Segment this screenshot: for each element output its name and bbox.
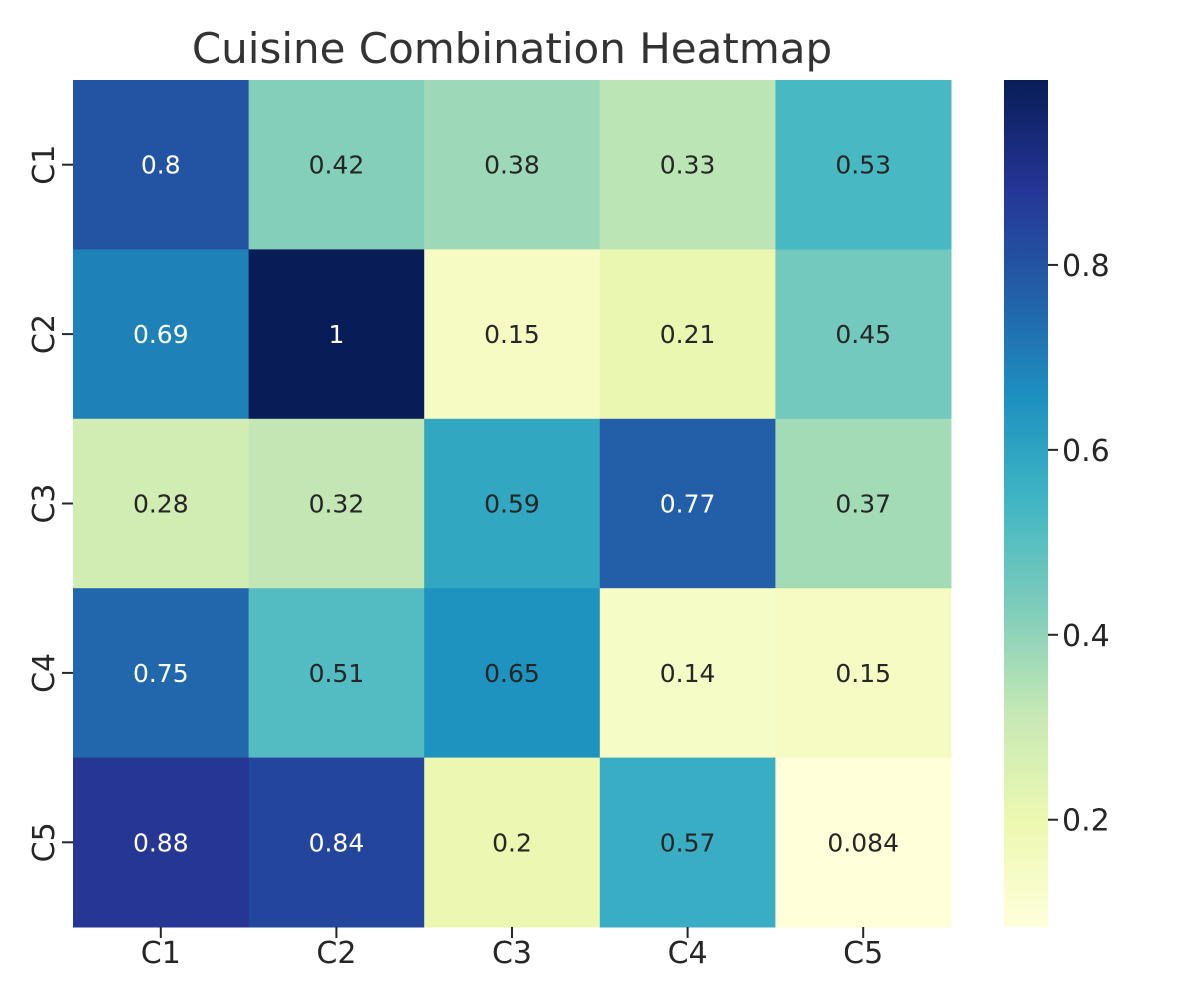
heatmap-cell-r5-c2	[248, 757, 425, 928]
colorbar-tick-label-1: 0.2	[1062, 804, 1110, 839]
x-tick-label-1: C1	[141, 936, 181, 971]
cell-label-r3-c4: 0.77	[660, 490, 716, 519]
heatmap-cell-r4-c2	[248, 588, 425, 759]
cell-label-r3-c3: 0.59	[484, 490, 540, 519]
heatmap-cell-r3-c4	[599, 418, 776, 589]
cell-label-r3-c1: 0.28	[133, 490, 189, 519]
heatmap-cell-r3-c1	[73, 418, 250, 589]
heatmap-cell-r1-c1	[73, 80, 250, 250]
cell-label-r1-c4: 0.33	[660, 151, 716, 180]
cell-label-r2-c3: 0.15	[484, 320, 540, 349]
cell-label-r5-c4: 0.57	[660, 828, 716, 857]
cell-label-r2-c2: 1	[328, 320, 344, 349]
heatmap-cell-r1-c2	[248, 80, 425, 250]
cell-label-r4-c5: 0.15	[835, 659, 891, 688]
cell-label-r5-c1: 0.88	[133, 828, 189, 857]
cell-label-r1-c1: 0.8	[141, 151, 181, 180]
cell-label-r1-c3: 0.38	[484, 151, 540, 180]
cell-label-r4-c4: 0.14	[660, 659, 716, 688]
colorbar-tick-label-4: 0.8	[1062, 249, 1110, 284]
x-tick-label-2: C2	[316, 936, 356, 971]
heatmap-cell-r3-c5	[775, 418, 952, 589]
x-tick-label-3: C3	[492, 936, 532, 971]
heatmap-cell-r3-c2	[248, 418, 425, 589]
y-tick-label-4: C4	[27, 653, 62, 693]
x-tick-label-4: C4	[668, 936, 708, 971]
cell-label-r2-c5: 0.45	[835, 320, 891, 349]
cell-label-r2-c1: 0.69	[133, 320, 189, 349]
heatmap-cell-r4-c5	[775, 588, 952, 759]
colorbar-gradient	[1004, 80, 1048, 927]
heatmap-cell-r5-c3	[424, 757, 601, 928]
heatmap-cell-r2-c1	[73, 249, 250, 420]
colorbar: 0.2 0.4 0.6 0.8	[1004, 80, 1110, 927]
heatmap-cell-r5-c1	[73, 757, 250, 928]
cell-label-r5-c3: 0.2	[492, 828, 532, 857]
heatmap-cell-r4-c1	[73, 588, 250, 759]
heatmap-cells	[73, 80, 952, 928]
heatmap-cell-r2-c5	[775, 249, 952, 420]
heatmap-cell-r3-c3	[424, 418, 601, 589]
cell-label-r1-c2: 0.42	[309, 151, 365, 180]
cell-label-r3-c5: 0.37	[835, 490, 891, 519]
heatmap-cell-r1-c5	[775, 80, 952, 250]
heatmap-cell-r1-c3	[424, 80, 601, 250]
chart-title: Cuisine Combination Heatmap	[192, 24, 832, 73]
cell-label-r3-c2: 0.32	[309, 490, 365, 519]
heatmap-cell-r5-c4	[599, 757, 776, 928]
x-tick-label-5: C5	[843, 936, 883, 971]
heatmap-cell-r2-c2	[248, 249, 425, 420]
cell-annotations: 0.8 0.42 0.38 0.33 0.53 0.69 1 0.15 0.21 0.45 0.28…	[133, 151, 899, 858]
heatmap-cell-r4-c3	[424, 588, 601, 759]
cell-label-r5-c2: 0.84	[309, 828, 365, 857]
cell-label-r4-c1: 0.75	[133, 659, 189, 688]
heatmap-cell-r5-c5	[775, 757, 952, 928]
cell-label-r5-c5: 0.084	[827, 828, 899, 857]
y-tick-label-1: C1	[27, 145, 62, 185]
colorbar-tick-label-2: 0.4	[1062, 619, 1110, 654]
colorbar-tick-label-3: 0.6	[1062, 434, 1110, 469]
y-tick-label-5: C5	[27, 822, 62, 862]
y-tick-label-3: C3	[27, 483, 62, 523]
y-axis: C1 C2 C3 C4 C5	[27, 145, 73, 862]
cell-label-r2-c4: 0.21	[660, 320, 716, 349]
y-tick-label-2: C2	[27, 314, 62, 354]
cell-label-r4-c2: 0.51	[309, 659, 365, 688]
heatmap-cell-r2-c4	[599, 249, 776, 420]
x-axis: C1 C2 C3 C4 C5	[141, 927, 883, 971]
cell-label-r4-c3: 0.65	[484, 659, 540, 688]
cell-label-r1-c5: 0.53	[835, 151, 891, 180]
heatmap-cell-r2-c3	[424, 249, 601, 420]
heatmap-cell-r1-c4	[599, 80, 776, 250]
heatmap-cell-r4-c4	[599, 588, 776, 759]
